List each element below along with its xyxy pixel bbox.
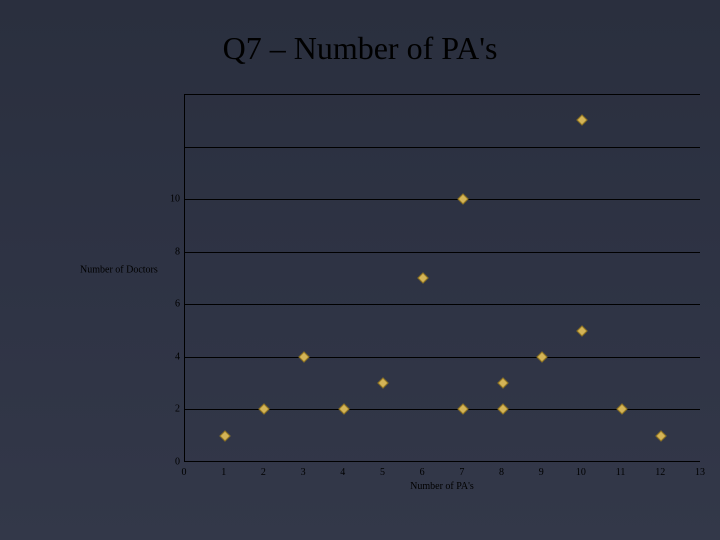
x-tick-label: 8 bbox=[492, 467, 512, 478]
gridline bbox=[185, 252, 700, 253]
x-tick-label: 0 bbox=[174, 467, 194, 478]
data-point bbox=[656, 430, 667, 441]
x-tick-label: 1 bbox=[214, 467, 234, 478]
data-point bbox=[219, 430, 230, 441]
y-axis-label: Number of Doctors bbox=[80, 265, 158, 276]
x-tick-label: 12 bbox=[650, 467, 670, 478]
x-tick-label: 9 bbox=[531, 467, 551, 478]
data-point bbox=[457, 193, 468, 204]
gridline bbox=[185, 357, 700, 358]
data-point bbox=[616, 404, 627, 415]
x-tick-label: 7 bbox=[452, 467, 472, 478]
data-point bbox=[298, 351, 309, 362]
y-tick-label: 10 bbox=[164, 194, 180, 205]
data-point bbox=[417, 272, 428, 283]
scatter-chart: Number of Doctors 0246810 01234567891011… bbox=[120, 94, 710, 514]
slide-title: Q7 – Number of PA's bbox=[0, 30, 720, 67]
data-point bbox=[576, 325, 587, 336]
data-point bbox=[497, 377, 508, 388]
x-tick-label: 5 bbox=[372, 467, 392, 478]
y-tick-label: 4 bbox=[164, 351, 180, 362]
x-tick-label: 6 bbox=[412, 467, 432, 478]
data-point bbox=[378, 377, 389, 388]
y-tick-label: 6 bbox=[164, 299, 180, 310]
x-tick-label: 3 bbox=[293, 467, 313, 478]
x-tick-label: 11 bbox=[611, 467, 631, 478]
gridline bbox=[185, 199, 700, 200]
plot-area bbox=[184, 94, 700, 462]
y-tick-label: 8 bbox=[164, 246, 180, 257]
y-tick-label: 2 bbox=[164, 404, 180, 415]
x-tick-label: 2 bbox=[253, 467, 273, 478]
x-tick-label: 10 bbox=[571, 467, 591, 478]
y-tick-label: 0 bbox=[164, 457, 180, 468]
data-point bbox=[537, 351, 548, 362]
data-point bbox=[576, 115, 587, 126]
gridline bbox=[185, 304, 700, 305]
x-tick-label: 4 bbox=[333, 467, 353, 478]
gridline bbox=[185, 94, 700, 95]
gridline bbox=[185, 147, 700, 148]
data-point bbox=[338, 404, 349, 415]
data-point bbox=[259, 404, 270, 415]
x-tick-label: 13 bbox=[690, 467, 710, 478]
data-point bbox=[457, 404, 468, 415]
x-axis-label: Number of PA's bbox=[184, 481, 700, 492]
data-point bbox=[497, 404, 508, 415]
